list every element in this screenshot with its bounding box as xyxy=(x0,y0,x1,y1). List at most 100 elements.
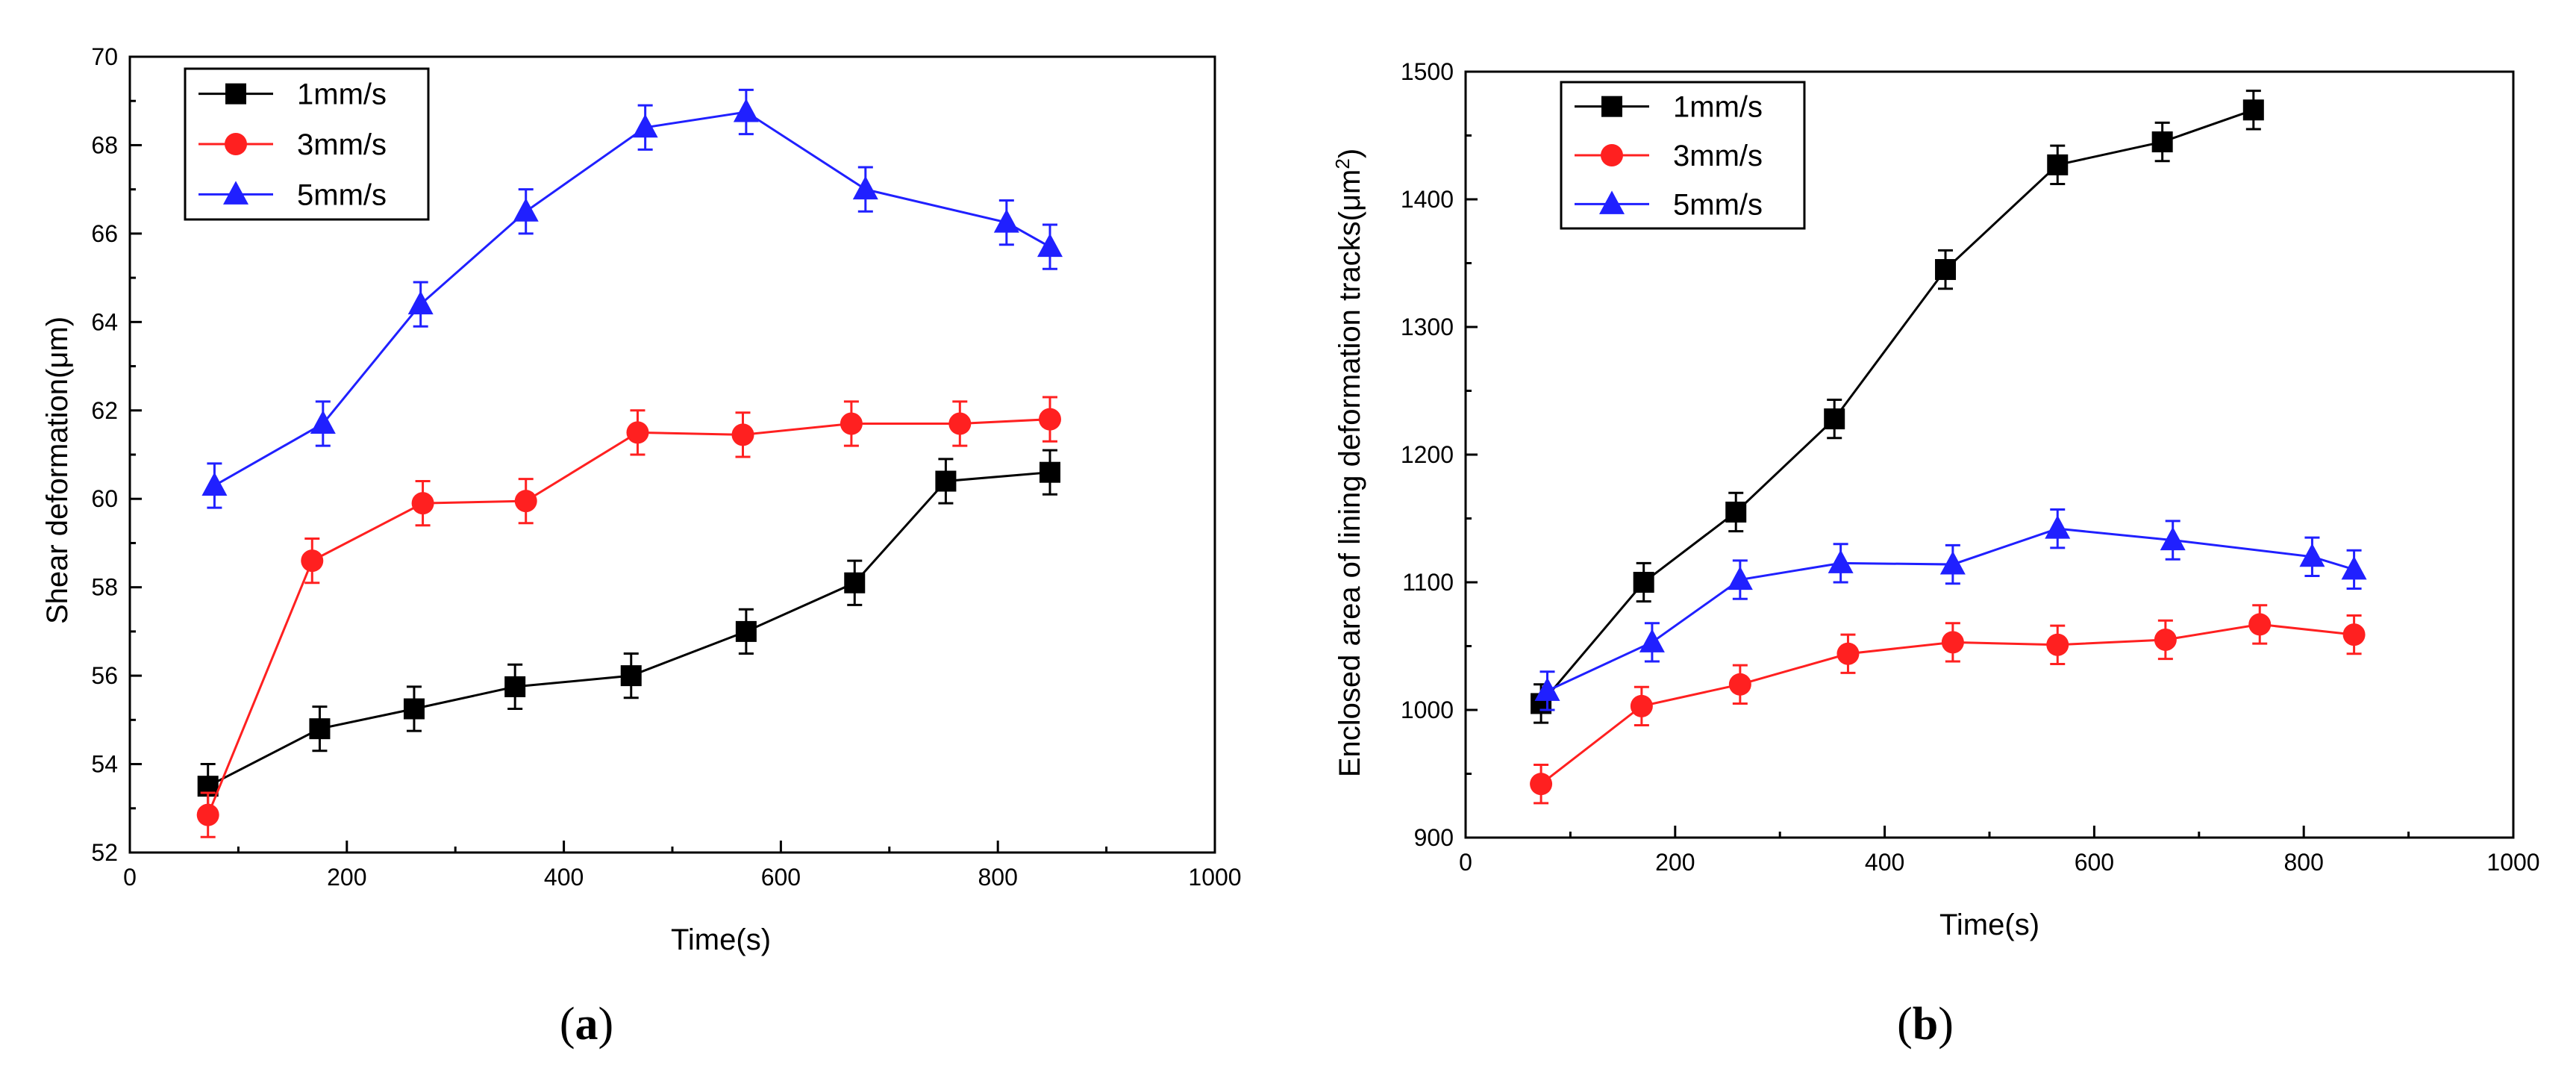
data-point xyxy=(2242,99,2264,121)
y-tick-label: 52 xyxy=(91,839,118,866)
x-axis-title: Time(s) xyxy=(1939,909,2039,941)
legend-marker xyxy=(225,133,247,155)
legend: 1mm/s 3mm/s 5mm/s xyxy=(184,67,430,221)
data-point xyxy=(2047,154,2069,175)
data-point xyxy=(1939,551,1966,575)
x-tick-label: 800 xyxy=(2284,849,2324,876)
y-tick-label: 1400 xyxy=(1401,186,1454,213)
data-point xyxy=(1728,673,1751,696)
legend-label: 1mm/s xyxy=(1673,91,1763,124)
data-point xyxy=(620,665,642,687)
y-axis-title: Enclosed area of lining deformation trac… xyxy=(1331,149,1366,777)
y-tick-label: 1100 xyxy=(1402,569,1454,596)
data-point xyxy=(2341,555,2367,580)
x-tick-label: 0 xyxy=(1459,849,1472,876)
data-point xyxy=(1727,566,1753,590)
data-point xyxy=(948,412,972,435)
x-tick-label: 1000 xyxy=(1188,864,1241,891)
legend-label: 1mm/s xyxy=(297,78,387,111)
data-point xyxy=(626,421,649,444)
legend-label: 5mm/s xyxy=(297,178,387,211)
x-tick-label: 800 xyxy=(978,864,1018,891)
data-point xyxy=(504,676,526,697)
data-point xyxy=(1824,408,1845,430)
legend-marker xyxy=(1601,96,1622,117)
legend-label: 5mm/s xyxy=(1673,188,1763,221)
data-point xyxy=(731,423,754,446)
data-point xyxy=(632,113,658,138)
series-1mm/s xyxy=(197,449,1060,810)
data-point xyxy=(309,718,331,740)
data-point xyxy=(2154,628,2177,651)
y-tick-label: 1000 xyxy=(1401,697,1454,723)
y-tick-label: 60 xyxy=(91,485,118,512)
data-point xyxy=(2046,633,2069,656)
series-line xyxy=(1546,527,2355,692)
series-line xyxy=(207,418,1051,816)
data-point xyxy=(2151,131,2173,153)
data-point xyxy=(513,198,539,222)
data-point xyxy=(407,290,434,315)
x-tick-label: 200 xyxy=(1655,849,1695,876)
data-point xyxy=(840,412,863,435)
y-tick-label: 66 xyxy=(91,220,118,247)
y-tick-label: 58 xyxy=(91,574,118,601)
y-tick-label: 56 xyxy=(91,662,118,689)
y-axis-title: Shear deformation(μm) xyxy=(41,317,74,624)
series-line xyxy=(207,471,1051,788)
series-5mm/s xyxy=(1534,508,2367,711)
x-tick-label: 0 xyxy=(123,864,137,891)
y-tick-label: 70 xyxy=(91,43,118,70)
data-point xyxy=(1941,631,1964,654)
data-point xyxy=(1530,773,1553,796)
data-point xyxy=(1630,694,1653,717)
x-tick-label: 400 xyxy=(1865,849,1904,876)
y-tick-label: 64 xyxy=(91,308,118,335)
x-tick-label: 200 xyxy=(327,864,366,891)
legend-marker xyxy=(1601,144,1623,166)
legend-marker xyxy=(1599,190,1625,214)
y-tick-label: 1200 xyxy=(1401,441,1454,468)
data-point xyxy=(1633,572,1654,593)
data-point xyxy=(1725,501,1747,523)
data-point xyxy=(2299,543,2325,567)
data-point xyxy=(196,803,219,826)
data-point xyxy=(301,549,324,573)
data-point xyxy=(844,572,866,593)
data-point xyxy=(733,99,759,122)
legend: 1mm/s 3mm/s 5mm/s xyxy=(1560,81,1806,230)
data-point xyxy=(2045,515,2071,539)
data-point xyxy=(1639,629,1665,652)
data-point xyxy=(403,698,425,720)
series-5mm/s xyxy=(201,88,1063,509)
x-axis-title: Time(s) xyxy=(671,923,771,956)
y-tick-label: 62 xyxy=(91,397,118,424)
legend-marker xyxy=(223,181,248,205)
data-point xyxy=(1038,408,1061,431)
data-point xyxy=(2160,526,2186,551)
data-point xyxy=(1828,549,1854,573)
data-point xyxy=(935,470,957,492)
chart-a: Time(s) Shear deformation(μm) (a) 0 200 40… xyxy=(41,43,1242,1050)
data-point xyxy=(201,472,228,496)
y-tick-label: 900 xyxy=(1414,824,1454,851)
data-point xyxy=(514,490,537,513)
chart-b: Time(s) Enclosed area of lining deformat… xyxy=(1331,58,2540,1050)
data-point xyxy=(735,620,757,642)
panel-label: (a) xyxy=(560,999,613,1050)
data-point xyxy=(993,209,1019,233)
series-1mm/s xyxy=(1531,90,2264,724)
data-point xyxy=(310,410,336,434)
data-point xyxy=(1836,642,1860,665)
legend-label: 3mm/s xyxy=(297,128,387,161)
series-3mm/s xyxy=(196,396,1061,838)
legend-label: 3mm/s xyxy=(1673,140,1763,172)
y-tick-label: 54 xyxy=(91,751,118,778)
x-tick-label: 600 xyxy=(761,864,801,891)
data-point xyxy=(1039,461,1060,483)
data-point xyxy=(411,492,434,515)
data-point xyxy=(1037,233,1063,258)
data-point xyxy=(852,175,878,200)
y-tick-label: 1300 xyxy=(1401,314,1454,340)
